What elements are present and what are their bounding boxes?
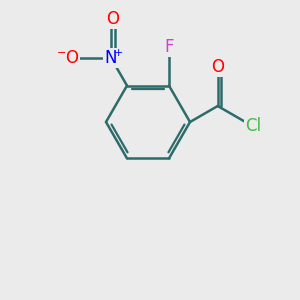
Text: +: +	[113, 48, 123, 58]
Text: O: O	[106, 10, 119, 28]
Text: −: −	[57, 48, 67, 58]
Text: N: N	[105, 49, 117, 67]
Text: F: F	[164, 38, 174, 56]
Text: O: O	[211, 58, 224, 76]
Text: Cl: Cl	[245, 117, 262, 135]
Text: O: O	[65, 49, 79, 67]
